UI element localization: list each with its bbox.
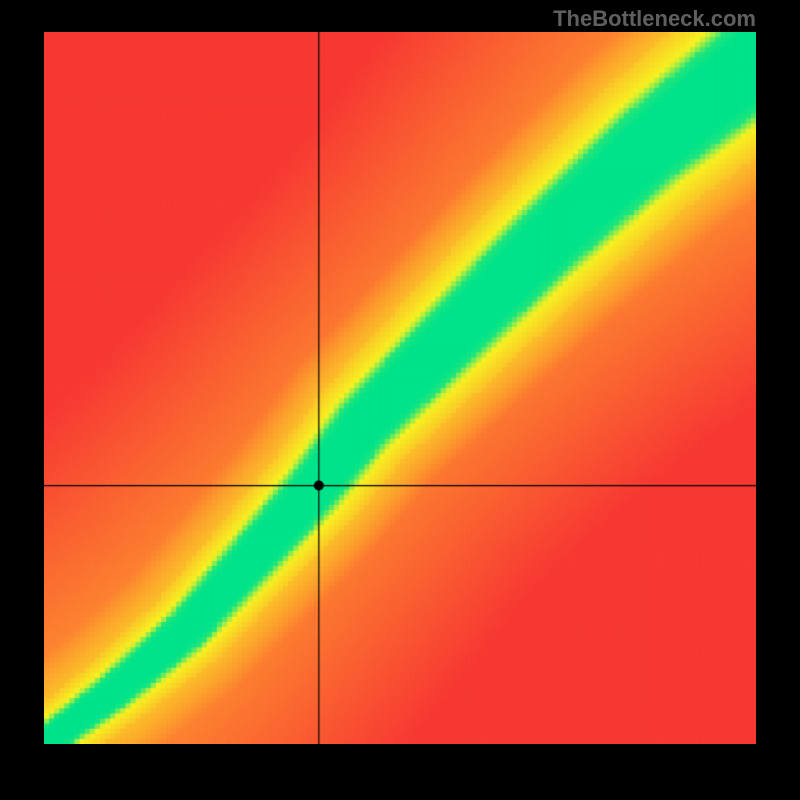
watermark-text: TheBottleneck.com [553,6,756,32]
chart-container: TheBottleneck.com [0,0,800,800]
bottleneck-heatmap [44,32,756,744]
